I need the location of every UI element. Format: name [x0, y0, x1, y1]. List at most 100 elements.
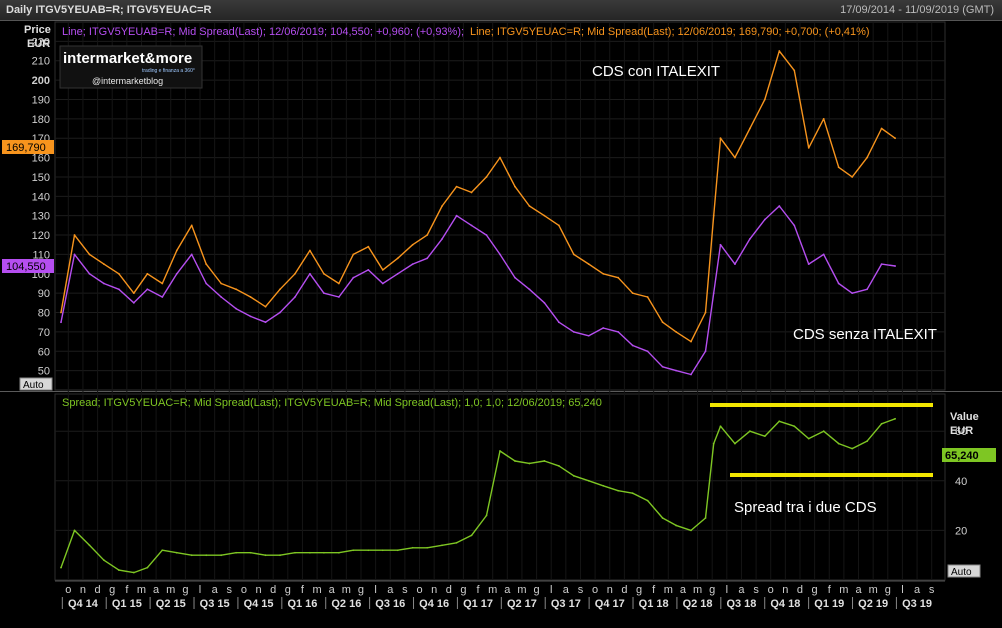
x-tick-month: s — [578, 584, 584, 596]
x-tick-month: a — [855, 584, 862, 596]
series-b-point — [704, 350, 707, 353]
series-b-point — [631, 344, 634, 347]
series-c-point — [587, 263, 590, 266]
series-b-point — [543, 301, 546, 304]
chart-canvas: Price EUR 506070809010011012013014015016… — [0, 21, 1002, 610]
series-b-point — [822, 253, 825, 256]
series-c-point — [441, 205, 444, 207]
x-tick-month: s — [227, 584, 233, 596]
x-tick-quarter: Q4 16 — [419, 598, 449, 610]
series-c-point — [146, 272, 149, 275]
series-c-point — [249, 296, 252, 298]
x-tick-month: o — [592, 584, 598, 596]
x-tick-month: a — [504, 584, 511, 596]
series-c-point — [822, 117, 825, 120]
top-y-tick-label: 70 — [38, 327, 50, 339]
series-c-point — [528, 205, 531, 207]
series-b-point — [763, 218, 766, 221]
series-b-point — [279, 311, 281, 314]
x-tick-quarter: Q4 15 — [244, 598, 274, 610]
series-b-point — [205, 282, 208, 285]
series-c-point — [175, 249, 178, 252]
bottom-axis-value-label: Value — [950, 411, 979, 423]
spread-point — [175, 551, 178, 554]
spread-point — [103, 559, 105, 562]
x-tick-month: o — [65, 584, 71, 596]
series-b-point — [807, 263, 810, 266]
bottom-y-tick-label: 20 — [955, 525, 967, 537]
spread-point — [190, 554, 193, 557]
spread-point — [73, 529, 76, 532]
spread-point — [249, 551, 252, 554]
spread-point — [485, 514, 488, 517]
series-b-point — [851, 292, 854, 295]
series-b-point — [161, 296, 164, 298]
series-c-point — [807, 146, 810, 149]
x-tick-month: m — [342, 584, 351, 596]
x-axis-quarters: Q4 14 Q1 15 Q2 15 Q3 15 Q4 15 Q1 16 Q2 16 Q3 16… — [61, 597, 932, 610]
bottom-auto-label: Auto — [951, 567, 972, 578]
x-tick-quarter: Q2 16 — [331, 598, 361, 610]
series-c-point — [719, 137, 722, 140]
x-tick-month: l — [901, 584, 903, 596]
spread-point — [235, 551, 238, 554]
bottom-auto-button[interactable]: Auto — [947, 564, 981, 578]
spread-point — [880, 422, 883, 425]
top-y-tick-label: 60 — [38, 346, 50, 358]
series-b-point — [793, 224, 796, 227]
spread-point — [675, 524, 677, 527]
series-b-point — [381, 282, 384, 285]
series-b-point — [719, 243, 722, 246]
legend-series-c: Line; ITGV5YEUAC=R; Mid Spread(Last); 12… — [470, 26, 870, 38]
bottom-panel-frame — [54, 393, 946, 581]
bottom-axis-unit-label: EUR — [950, 425, 973, 437]
top-auto-button[interactable]: Auto — [19, 377, 53, 391]
series-b-point — [264, 321, 267, 324]
series-c-point — [675, 330, 677, 333]
series-c-point — [572, 253, 575, 256]
x-tick-month: a — [153, 584, 160, 596]
series-b-point — [880, 263, 883, 266]
series-b-point — [367, 269, 370, 271]
series-b-point — [190, 253, 193, 256]
top-y-axis: 5060708090100110120130140150160170180190… — [32, 36, 50, 377]
spread-point — [205, 554, 208, 557]
series-b-point — [514, 276, 516, 279]
series-c-point — [514, 185, 516, 188]
x-tick-month: s — [402, 584, 408, 596]
x-tick-month: l — [550, 584, 552, 596]
series-c-point — [557, 224, 560, 227]
logo-brand: intermarket&more — [63, 50, 192, 67]
top-panel-frame — [54, 21, 946, 391]
x-tick-month: o — [241, 584, 247, 596]
series-b-point — [146, 288, 149, 291]
series-b-point — [778, 205, 781, 207]
series-c-point — [352, 253, 355, 256]
top-y-tick-label: 190 — [32, 94, 50, 106]
spread-point — [220, 554, 223, 557]
top-y-tick-label: 120 — [32, 230, 50, 242]
series-b-point — [572, 330, 575, 333]
bottom-y-axis: 20 40 60 — [955, 426, 967, 537]
annotation-cds-senza-italexit: CDS senza ITALEXIT — [793, 326, 937, 343]
series-c-point — [712, 214, 715, 217]
series-b-point — [323, 292, 325, 295]
spread-point — [146, 566, 149, 569]
top-y-tick-label: 200 — [32, 75, 50, 87]
x-tick-quarter: Q1 19 — [814, 598, 844, 610]
window-title-bar: Daily ITGV5YEUAB=R; ITGV5YEUAC=R 17/09/2… — [0, 0, 1002, 21]
top-y-tick-label: 210 — [32, 56, 50, 68]
x-tick-quarter: Q1 17 — [463, 598, 493, 610]
x-tick-month: l — [374, 584, 376, 596]
series-b-point — [103, 282, 105, 285]
spread-point — [646, 499, 649, 502]
series-b-point — [352, 276, 355, 279]
spread-point — [748, 430, 751, 433]
spread-point — [704, 517, 707, 519]
spread-point — [837, 442, 840, 445]
top-y-tick-label: 150 — [32, 172, 50, 184]
bottom-y-tick-label: 40 — [955, 476, 967, 488]
spread-point — [822, 430, 825, 433]
last-value-b-text: 104,550 — [6, 261, 46, 273]
